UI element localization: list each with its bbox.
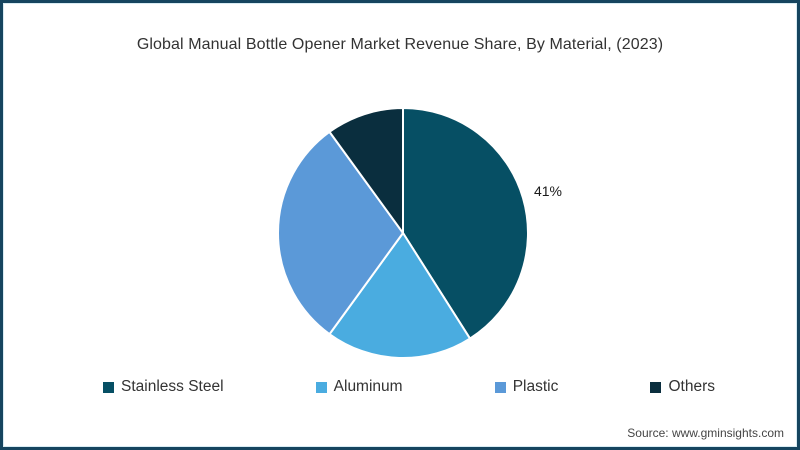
pie-chart: 41% — [276, 107, 562, 359]
legend: Stainless Steel Aluminum Plastic Others — [103, 378, 715, 396]
source-text: Source: www.gminsights.com — [627, 426, 784, 440]
legend-item-aluminum: Aluminum — [315, 378, 403, 396]
legend-item-others: Others — [650, 378, 715, 396]
legend-item-plastic: Plastic — [494, 378, 559, 396]
pie-slice-others — [328, 107, 404, 234]
pie-slice-plastic — [276, 130, 404, 336]
legend-label: Plastic — [512, 378, 559, 395]
legend-swatch-icon — [494, 381, 506, 393]
legend-swatch-icon — [315, 381, 327, 393]
pie-slice-aluminum — [328, 232, 471, 359]
chart-title: Global Manual Bottle Opener Market Reven… — [136, 36, 664, 53]
legend-label: Aluminum — [333, 378, 403, 395]
legend-swatch-icon — [650, 381, 662, 393]
slice-value-label: 41% — [534, 183, 562, 199]
legend-item-stainless-steel: Stainless Steel — [103, 378, 224, 396]
legend-label: Others — [668, 378, 715, 395]
legend-swatch-icon — [103, 381, 114, 393]
legend-label: Stainless Steel — [121, 378, 224, 395]
